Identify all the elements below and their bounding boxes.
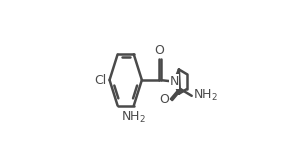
Text: O: O: [154, 44, 164, 57]
Text: NH$_2$: NH$_2$: [193, 88, 218, 103]
Text: Cl: Cl: [94, 73, 106, 87]
Text: NH$_2$: NH$_2$: [121, 110, 146, 125]
Text: N: N: [169, 75, 179, 88]
Text: O: O: [159, 92, 169, 106]
